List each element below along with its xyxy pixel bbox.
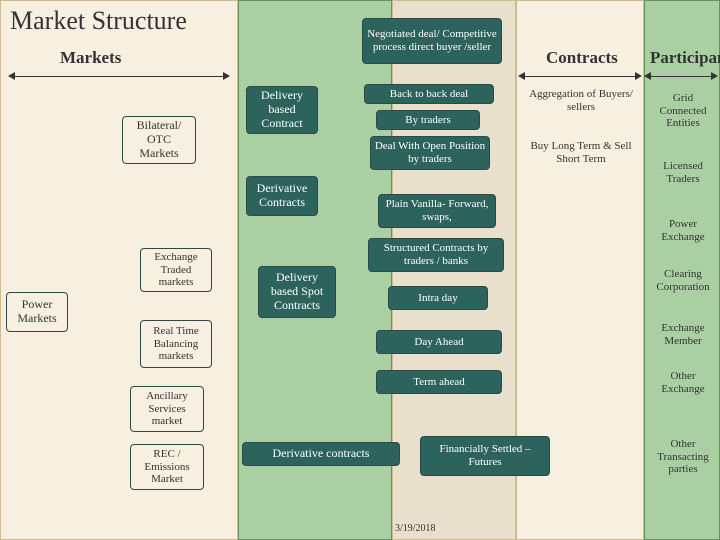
node-delivery-spot: Delivery based Spot Contracts: [258, 266, 336, 318]
label-contracts: Contracts: [546, 48, 618, 68]
label-participants: Participants: [650, 48, 720, 68]
node-vanilla: Plain Vanilla- Forward, swaps,: [378, 194, 496, 228]
slide: Market Structure Markets Contracts Parti…: [0, 0, 720, 540]
node-dayahead: Day Ahead: [376, 330, 502, 354]
node-aggregation: Aggregation of Buyers/ sellers: [522, 84, 640, 118]
node-intraday: Intra day: [388, 286, 488, 310]
node-bilateral: Bilateral/ OTC Markets: [122, 116, 196, 164]
node-lt: Licensed Traders: [648, 158, 718, 187]
node-fin-futures: Financially Settled – Futures: [420, 436, 550, 476]
node-back2back: Back to back deal: [364, 84, 494, 104]
node-termahead: Term ahead: [376, 370, 502, 394]
arrow-markets: [14, 76, 224, 77]
node-rec: REC / Emissions Market: [130, 444, 204, 490]
footer-date: 3/19/2018: [395, 523, 436, 534]
node-exchange: Exchange Traded markets: [140, 248, 212, 292]
node-delivery-based: Delivery based Contract: [246, 86, 318, 134]
node-realtime: Real Time Balancing markets: [140, 320, 212, 368]
node-longterm: Buy Long Term & Sell Short Term: [522, 136, 640, 170]
arrow-contracts: [524, 76, 636, 77]
node-otp: Other Transacting parties: [648, 436, 718, 478]
node-em: Exchange Member: [648, 320, 718, 349]
node-derivative: Derivative Contracts: [246, 176, 318, 216]
label-markets: Markets: [60, 48, 121, 68]
node-gce: Grid Connected Entities: [648, 90, 718, 132]
node-negotiated: Negotiated deal/ Competitive process dir…: [362, 18, 502, 64]
node-ancillary: Ancillary Services market: [130, 386, 204, 432]
node-dealopen: Deal With Open Position by traders: [370, 136, 490, 170]
node-oe: Other Exchange: [648, 368, 718, 397]
arrow-participants: [650, 76, 712, 77]
node-structured: Structured Contracts by traders / banks: [368, 238, 504, 272]
node-deriv-contracts: Derivative contracts: [242, 442, 400, 466]
node-power-markets: Power Markets: [6, 292, 68, 332]
node-bytraders: By traders: [376, 110, 480, 130]
page-title: Market Structure: [10, 6, 187, 36]
node-pe: Power Exchange: [648, 216, 718, 245]
node-cc: Clearing Corporation: [648, 266, 718, 295]
